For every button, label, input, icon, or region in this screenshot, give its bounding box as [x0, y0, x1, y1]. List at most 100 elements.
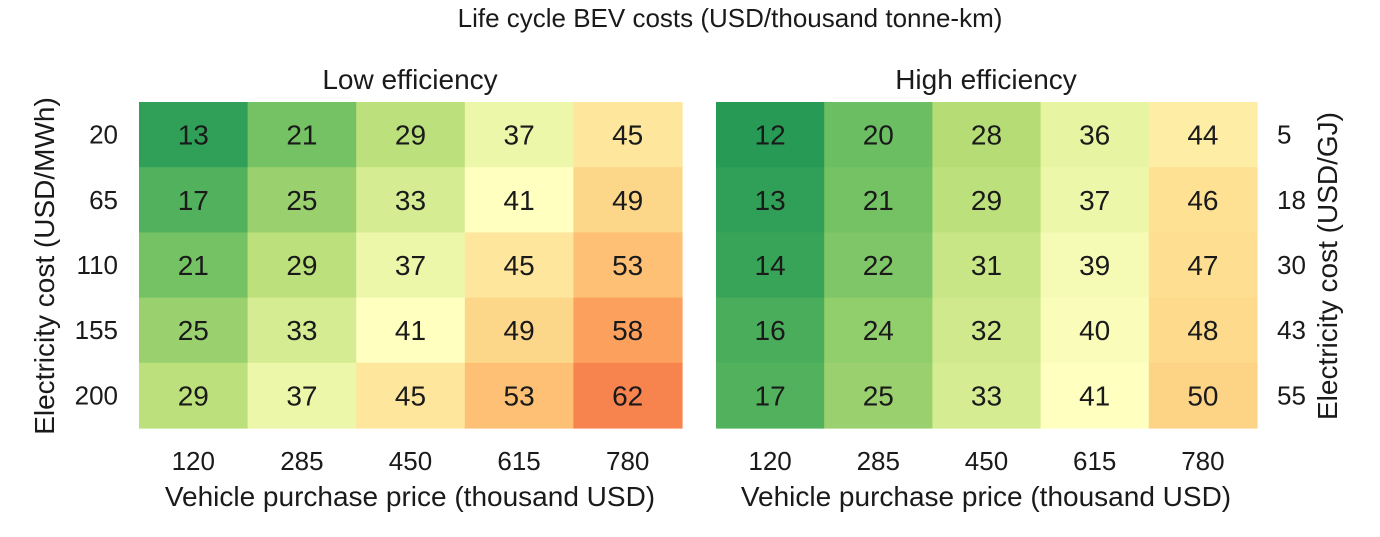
- heatmap-cell-high-r3-c0: [716, 297, 825, 364]
- cell-value-high-r2-c3: 39: [1079, 250, 1110, 281]
- heatmap-cell-high-r3-c4: [1148, 297, 1258, 364]
- x-tick-low-0: 120: [172, 446, 215, 476]
- heatmap-cell-high-r1-c3: [1040, 167, 1150, 233]
- cell-value-high-r1-c0: 13: [755, 185, 786, 216]
- low-efficiency-heatmap: Low efficiency 13 21 29 37 45 17 25 33 41 49 21 29 3…: [29, 64, 683, 512]
- heatmap-cell-low-r4-c2: [356, 362, 466, 429]
- cell-value-high-r4-c3: 41: [1079, 380, 1110, 411]
- heatmap-cell-high-r0-c3: [1040, 102, 1150, 168]
- cell-value-low-r4-c0: 29: [178, 380, 209, 411]
- heatmap-cell-high-r1-c1: [824, 167, 933, 233]
- cell-value-low-r2-c2: 37: [395, 250, 426, 281]
- heatmap-cell-low-r3-c0: [139, 297, 249, 364]
- y-tick-low-0: 20: [89, 120, 118, 150]
- cell-value-low-r3-c1: 33: [286, 315, 317, 346]
- x-tick-high-0: 120: [748, 446, 791, 476]
- cell-value-high-r3-c0: 16: [755, 315, 786, 346]
- heatmap-cell-high-r0-c2: [932, 102, 1042, 168]
- cell-value-high-r3-c3: 40: [1079, 315, 1110, 346]
- heatmap-cell-high-r0-c0: [716, 102, 825, 168]
- cell-value-low-r4-c2: 45: [395, 380, 426, 411]
- heatmap-cell-low-r2-c1: [247, 232, 357, 299]
- heatmap-cell-low-r1-c3: [464, 167, 574, 233]
- high-x-ticks: 120 285 450 615 780: [748, 446, 1224, 476]
- heatmap-cell-high-r4-c0: [716, 362, 825, 429]
- cell-value-high-r1-c3: 37: [1079, 185, 1110, 216]
- cell-value-low-r0-c1: 21: [286, 120, 317, 151]
- heatmap-cell-high-r4-c3: [1040, 362, 1150, 429]
- heatmap-cell-high-r3-c3: [1040, 297, 1150, 364]
- x-tick-high-3: 615: [1073, 446, 1116, 476]
- cell-value-low-r2-c4: 53: [612, 250, 643, 281]
- cell-value-high-r0-c3: 36: [1079, 120, 1110, 151]
- heatmap-cell-low-r1-c1: [247, 167, 357, 233]
- heatmap-cell-low-r1-c0: [139, 167, 249, 233]
- cell-value-high-r2-c1: 22: [863, 250, 894, 281]
- cell-value-high-r1-c2: 29: [971, 185, 1002, 216]
- y-tick-low-4: 200: [75, 380, 118, 410]
- cell-value-high-r0-c1: 20: [863, 120, 894, 151]
- cell-value-low-r0-c2: 29: [395, 120, 426, 151]
- cell-value-low-r3-c2: 41: [395, 315, 426, 346]
- x-axis-label-low: Vehicle purchase price (thousand USD): [165, 481, 655, 512]
- heatmap-cell-low-r4-c4: [573, 362, 683, 429]
- heatmap-cell-high-r2-c4: [1148, 232, 1258, 299]
- y-tick-low-1: 65: [89, 185, 118, 215]
- low-cells: 13 21 29 37 45 17 25 33 41 49 21 29 37 45 53 25 33 41 49 58…: [139, 102, 683, 429]
- cell-value-high-r0-c0: 12: [755, 120, 786, 151]
- cell-value-low-r1-c4: 49: [612, 185, 643, 216]
- cell-value-low-r4-c4: 62: [612, 380, 643, 411]
- heatmap-cell-low-r3-c3: [464, 297, 574, 364]
- y-tick-high-2: 30: [1277, 250, 1306, 280]
- heatmap-cell-high-r0-c1: [824, 102, 933, 168]
- cell-value-low-r3-c3: 49: [504, 315, 535, 346]
- low-x-ticks: 120 285 450 615 780: [172, 446, 650, 476]
- y-tick-high-4: 55: [1277, 380, 1306, 410]
- heatmap-cell-high-r2-c2: [932, 232, 1042, 299]
- x-tick-high-1: 285: [857, 446, 900, 476]
- heatmap-cell-high-r3-c2: [932, 297, 1042, 364]
- x-tick-low-1: 285: [280, 446, 323, 476]
- cell-value-low-r3-c0: 25: [178, 315, 209, 346]
- high-y-ticks: 5 18 30 43 55: [1277, 120, 1306, 411]
- figure-title: Life cycle BEV costs (USD/thousand tonne…: [458, 3, 1003, 33]
- cell-value-low-r2-c3: 45: [504, 250, 535, 281]
- heatmap-cell-high-r1-c4: [1148, 167, 1258, 233]
- cell-value-low-r2-c1: 29: [286, 250, 317, 281]
- cell-value-high-r2-c2: 31: [971, 250, 1002, 281]
- cell-value-low-r3-c4: 58: [612, 315, 643, 346]
- heatmap-cell-low-r4-c3: [464, 362, 574, 429]
- heatmap-cell-low-r4-c0: [139, 362, 249, 429]
- heatmap-cell-high-r4-c2: [932, 362, 1042, 429]
- cell-value-low-r2-c0: 21: [178, 250, 209, 281]
- cell-value-high-r4-c4: 50: [1187, 380, 1218, 411]
- heatmap-cell-high-r4-c4: [1148, 362, 1258, 429]
- heatmap-cell-low-r0-c3: [464, 102, 574, 168]
- y-axis-label-right: Electricity cost (USD/GJ): [1312, 112, 1343, 420]
- heatmap-cell-low-r3-c2: [356, 297, 466, 364]
- cell-value-high-r1-c1: 21: [863, 185, 894, 216]
- heatmap-cell-high-r3-c1: [824, 297, 933, 364]
- y-tick-low-2: 110: [77, 250, 118, 280]
- cell-value-high-r3-c1: 24: [863, 315, 894, 346]
- heatmap-cell-low-r0-c4: [573, 102, 683, 168]
- high-cells: 12 20 28 36 44 13 21 29 37 46 14 22 31 39 47 16 24 32 40 48…: [716, 102, 1258, 429]
- heatmap-cell-low-r1-c4: [573, 167, 683, 233]
- panel-title-low: Low efficiency: [322, 64, 497, 95]
- cell-value-high-r4-c2: 33: [971, 380, 1002, 411]
- cell-value-high-r3-c4: 48: [1187, 315, 1218, 346]
- cell-value-high-r1-c4: 46: [1187, 185, 1218, 216]
- heatmap-cell-high-r1-c2: [932, 167, 1042, 233]
- heatmap-cell-low-r0-c1: [247, 102, 357, 168]
- y-axis-label-left: Electricity cost (USD/MWh): [29, 97, 60, 435]
- y-tick-low-3: 155: [75, 315, 118, 345]
- heatmap-cell-high-r1-c0: [716, 167, 825, 233]
- cell-value-low-r1-c2: 33: [395, 185, 426, 216]
- cell-value-high-r3-c2: 32: [971, 315, 1002, 346]
- heatmap-cell-low-r2-c0: [139, 232, 249, 299]
- x-tick-high-4: 780: [1181, 446, 1224, 476]
- heatmap-cell-low-r0-c2: [356, 102, 466, 168]
- cell-value-low-r4-c1: 37: [286, 380, 317, 411]
- x-tick-low-3: 615: [497, 446, 540, 476]
